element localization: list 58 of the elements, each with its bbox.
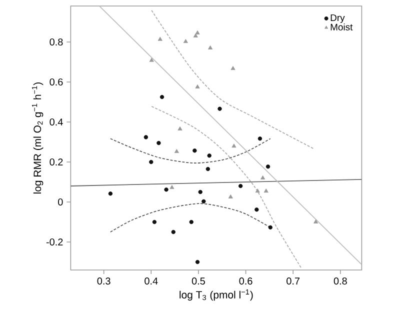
point [189, 220, 194, 224]
point [230, 66, 236, 70]
x-tick-label: 0.4 [144, 278, 158, 285]
point [108, 192, 113, 196]
point [170, 185, 174, 189]
point [202, 199, 206, 204]
point [149, 160, 154, 164]
point [198, 190, 202, 194]
point [268, 225, 272, 230]
y-tick-label: 0.6 [50, 78, 63, 86]
point [195, 260, 200, 264]
point [160, 94, 164, 100]
line-series [110, 138, 271, 164]
point [254, 208, 259, 212]
point [258, 136, 262, 141]
point [149, 58, 154, 62]
point [158, 36, 162, 41]
point [228, 194, 233, 198]
point [206, 166, 210, 172]
y-tick-label: 0.4 [50, 118, 63, 126]
x-tick-label: 0.5 [192, 278, 205, 285]
x-tick-label: 0.7 [286, 278, 300, 285]
point [255, 188, 260, 193]
y-tick-label: 0.8 [50, 38, 63, 46]
y-axis-title: log RMR (ml O$_{2}$ g$^{−1}$ h$^{−1}$) [32, 82, 44, 194]
point [260, 175, 266, 180]
point [152, 220, 157, 224]
point [195, 84, 200, 88]
point [207, 154, 212, 158]
point [264, 188, 268, 193]
line-series [151, 10, 314, 150]
point [195, 30, 200, 34]
point [178, 126, 182, 130]
point [192, 148, 197, 153]
point [208, 45, 213, 50]
point [266, 164, 270, 169]
line-series [110, 203, 271, 232]
point [238, 184, 243, 188]
point [164, 188, 168, 192]
x-tick-label: 0.8 [334, 278, 347, 285]
y-tick-label: 0 [58, 198, 63, 206]
y-tick-label: -0.2 [46, 238, 63, 246]
point [314, 219, 318, 224]
legend-label: Moist [330, 23, 353, 30]
x-tick-label: 0.6 [239, 278, 252, 285]
legend-label: Dry [330, 14, 345, 23]
point [171, 230, 176, 234]
point [156, 140, 161, 146]
y-tick-label: 0.2 [50, 158, 63, 166]
point [183, 39, 188, 43]
point [193, 33, 198, 38]
point [144, 135, 148, 140]
point [218, 106, 222, 111]
line-series [151, 106, 302, 270]
point [232, 144, 236, 148]
point [174, 149, 179, 153]
x-axis-title: log T$_{3}$ (pmol l$^{−1}$) [180, 289, 253, 301]
x-tick-label: 0.3 [97, 278, 110, 285]
